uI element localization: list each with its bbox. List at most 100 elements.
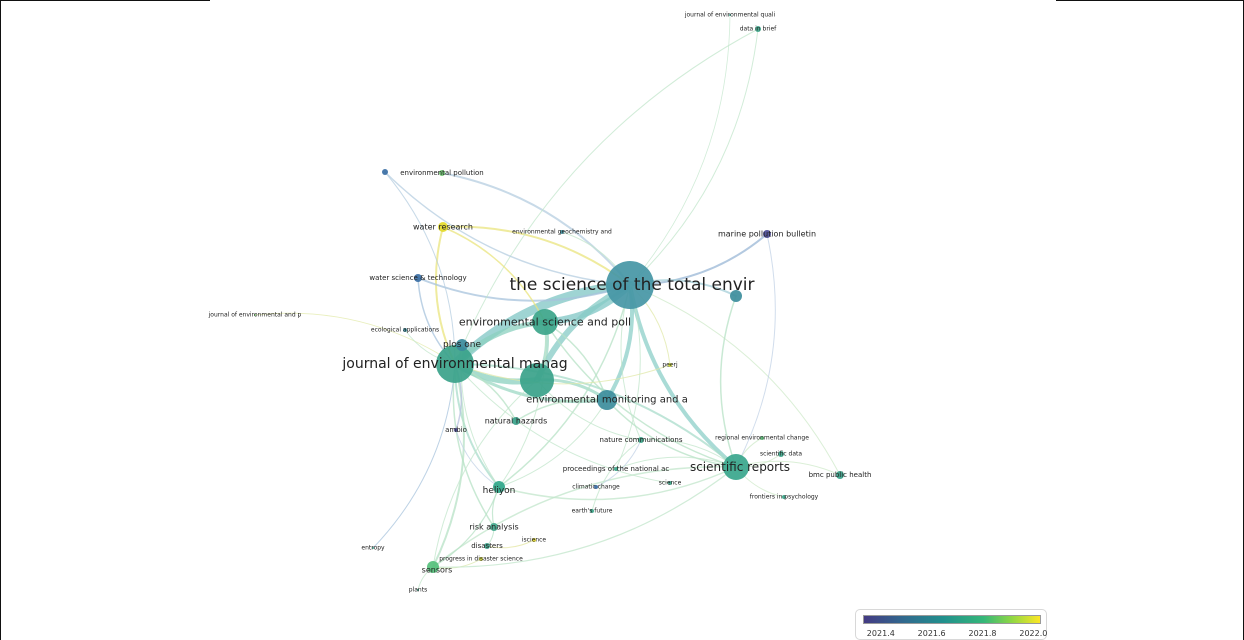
- network-link: [254, 312, 456, 365]
- network-link: [454, 363, 671, 484]
- journal-node-earthsfuture[interactable]: [590, 509, 594, 513]
- journal-label-ambio[interactable]: ambio: [445, 426, 467, 434]
- network-link: [442, 226, 546, 323]
- journal-label-earthsfuture[interactable]: earth's future: [572, 508, 613, 515]
- journal-label-waterresearch[interactable]: water research: [413, 223, 473, 232]
- network-link: [432, 379, 538, 568]
- journal-node-envgeochem[interactable]: [560, 230, 564, 234]
- journal-node-peerj[interactable]: [668, 363, 672, 367]
- journal-node-climaticchange[interactable]: [594, 485, 598, 489]
- journal-node-scirep[interactable]: [723, 454, 749, 480]
- network-link: [432, 466, 737, 568]
- journal-label-pnas[interactable]: proceedings of the national ac: [563, 465, 670, 473]
- journal-node-jem[interactable]: [436, 345, 474, 383]
- journal-label-scirep[interactable]: scientific reports: [690, 460, 790, 474]
- journal-label-espr[interactable]: environmental science and poll: [459, 316, 631, 329]
- journal-node-regenvchange[interactable]: [760, 436, 764, 440]
- network-link: [442, 225, 631, 286]
- journal-node-progdisaster[interactable]: [479, 557, 483, 561]
- journal-node-databrief[interactable]: [755, 26, 761, 32]
- journal-node-bmcpublic[interactable]: [836, 471, 844, 479]
- journal-label-entropy[interactable]: entropy: [361, 545, 385, 552]
- journal-node-smallblue[interactable]: [382, 169, 388, 175]
- journal-label-bmcpublic[interactable]: bmc public health: [809, 471, 872, 479]
- network-link: [719, 295, 737, 468]
- journal-node-science[interactable]: [668, 481, 672, 485]
- journal-node-frontierspsych[interactable]: [782, 495, 786, 499]
- journal-label-iscience[interactable]: iscience: [522, 537, 547, 544]
- journal-node-tealnode[interactable]: [730, 290, 742, 302]
- journal-node-jem2[interactable]: [520, 363, 554, 397]
- journal-node-heliyon[interactable]: [493, 481, 505, 493]
- journal-node-naturecomms[interactable]: [638, 437, 644, 443]
- journal-node-plosone[interactable]: [456, 339, 468, 351]
- journal-node-wst[interactable]: [414, 274, 422, 282]
- network-link: [629, 28, 759, 286]
- network-link: [384, 171, 631, 286]
- journal-label-disasters[interactable]: disasters: [471, 542, 503, 550]
- frame-gap: [210, 0, 1056, 6]
- journal-node-scidata[interactable]: [778, 451, 784, 457]
- journal-node-disasters[interactable]: [484, 543, 490, 549]
- journal-node-pnas[interactable]: [614, 467, 618, 471]
- overlay-color-legend: 2021.4 2021.6 2021.8 2022.0: [855, 609, 1047, 640]
- journal-node-waterresearch[interactable]: [438, 222, 448, 232]
- journal-label-jep[interactable]: journal of environmental and p: [208, 312, 302, 319]
- legend-tick-4: 2022.0: [1019, 629, 1048, 638]
- journal-label-ema[interactable]: environmental monitoring and a: [526, 395, 688, 406]
- journal-node-marinepollution[interactable]: [763, 230, 771, 238]
- journal-label-sensors[interactable]: sensors: [422, 566, 453, 575]
- network-link: [454, 363, 737, 468]
- journal-node-jeq[interactable]: [729, 14, 731, 16]
- network-link: [629, 284, 841, 476]
- journal-node-sensors[interactable]: [427, 561, 439, 573]
- journal-node-iscience[interactable]: [532, 538, 536, 542]
- journal-node-envpollution[interactable]: [439, 170, 445, 176]
- legend-tick-1: 2021.4: [866, 629, 895, 638]
- journal-label-regenvchange[interactable]: regional environmental change: [715, 435, 809, 442]
- journal-label-envpollution[interactable]: environmental pollution: [400, 169, 484, 177]
- journal-label-wst[interactable]: water science & technology: [369, 274, 466, 282]
- network-link: [455, 429, 500, 488]
- journal-node-entropy[interactable]: [372, 547, 374, 549]
- journal-label-jem[interactable]: journal of environmental manag: [341, 356, 567, 372]
- journal-label-naturalhazards[interactable]: natural hazards: [485, 417, 548, 426]
- journal-node-espr[interactable]: [532, 309, 558, 335]
- journal-label-databrief[interactable]: data in brief: [740, 26, 777, 33]
- journal-label-plants[interactable]: plants: [409, 587, 427, 594]
- journal-node-plants[interactable]: [417, 589, 419, 591]
- legend-gradient-bar: [863, 615, 1041, 624]
- network-link: [441, 172, 631, 286]
- journal-label-scidata[interactable]: scientific data: [760, 451, 802, 458]
- journal-label-naturecomms[interactable]: nature communications: [600, 436, 683, 444]
- journal-node-stoten[interactable]: [606, 261, 654, 309]
- journal-label-riskanalysis[interactable]: risk analysis: [469, 523, 518, 532]
- network-link: [417, 277, 631, 302]
- network-link: [591, 439, 642, 512]
- journal-node-ambio[interactable]: [454, 428, 458, 432]
- network-link: [498, 399, 608, 488]
- journal-label-marinepollution[interactable]: marine pollution bulletin: [718, 230, 816, 239]
- journal-label-peerj[interactable]: peerj: [662, 362, 678, 369]
- journal-label-frontierspsych[interactable]: frontiers in psychology: [750, 494, 819, 501]
- network-labels: the science of the total envir journal of…: [208, 12, 872, 594]
- network-link: [454, 28, 759, 365]
- journal-node-riskanalysis[interactable]: [490, 523, 498, 531]
- network-link: [615, 456, 737, 470]
- journal-label-plosone[interactable]: plos one: [443, 340, 481, 350]
- journal-label-jeq[interactable]: journal of environmental quali: [684, 12, 776, 19]
- journal-node-jep[interactable]: [254, 314, 256, 316]
- journal-label-ecolapps[interactable]: ecological applications: [371, 327, 439, 334]
- journal-label-progdisaster[interactable]: progress in disaster science: [439, 556, 523, 563]
- network-link: [432, 363, 465, 568]
- journal-label-heliyon[interactable]: heliyon: [483, 486, 516, 496]
- journal-node-ema[interactable]: [597, 390, 617, 410]
- journal-label-envgeochem[interactable]: environmental geochemistry and: [512, 229, 612, 236]
- network-link: [486, 539, 535, 549]
- journal-node-naturalhazards[interactable]: [512, 417, 520, 425]
- journal-label-climaticchange[interactable]: climatic change: [572, 484, 620, 491]
- journal-label-science[interactable]: science: [659, 480, 682, 487]
- journal-label-stoten[interactable]: the science of the total envir: [509, 275, 754, 295]
- journal-node-ecolapps[interactable]: [403, 328, 407, 332]
